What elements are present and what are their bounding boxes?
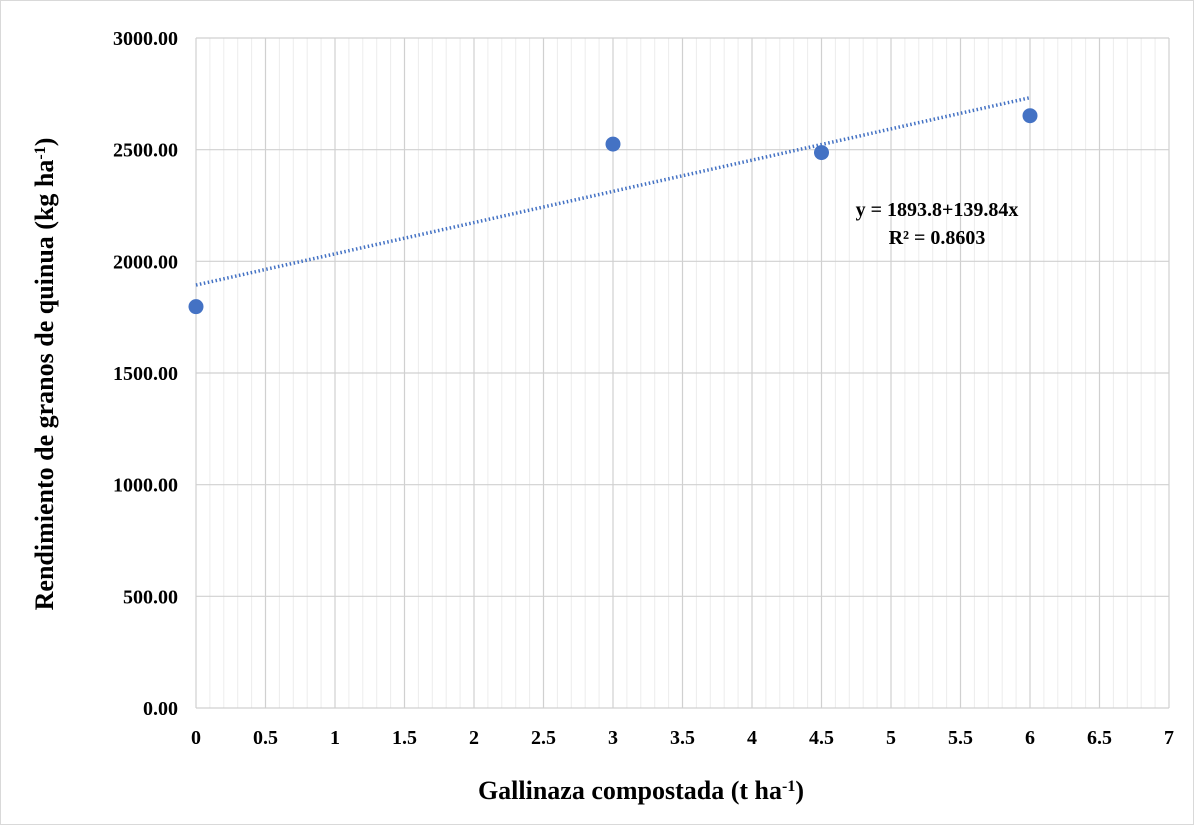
x-tick-label: 3 (608, 727, 618, 749)
data-point (605, 136, 621, 152)
data-point (814, 145, 829, 161)
y-tick-label: 500.00 (123, 586, 178, 608)
y-tick-label: 1000.00 (113, 475, 178, 497)
x-tick-label: 0.5 (253, 727, 278, 749)
y-axis-tick-labels: 0.00 500.00 1000.00 1500.00 2000.00 2500.00 30… (113, 28, 178, 720)
trendline (195, 95, 1031, 287)
x-tick-label: 5 (886, 727, 896, 749)
y-axis-label: Rendimiento de granos de quinua (kg ha-1… (30, 138, 59, 611)
x-tick-label: 1.5 (392, 727, 417, 749)
data-points (188, 108, 1038, 315)
y-tick-label: 1500.00 (113, 363, 178, 385)
x-tick-label: 7 (1164, 727, 1174, 749)
x-tick-label: 2.5 (531, 727, 556, 749)
x-tick-label: 5.5 (948, 727, 973, 749)
x-tick-label: 3.5 (670, 727, 695, 749)
major-gridlines (195, 37, 1170, 709)
y-tick-label: 2500.00 (113, 140, 178, 162)
x-tick-label: 4 (747, 727, 757, 749)
data-point (188, 299, 204, 315)
x-tick-label: 6.5 (1087, 727, 1112, 749)
trendline-equation: y = 1893.8+139.84x (856, 199, 1019, 221)
trendline-r-squared: R² = 0.8603 (889, 227, 986, 249)
x-tick-label: 4.5 (809, 727, 834, 749)
x-axis-label: Gallinaza compostada (t ha-1) (478, 776, 804, 805)
x-axis-tick-labels: 0 0.5 1 1.5 2 2.5 3 3.5 4 4.5 5 5.5 6 6.5 7 (191, 727, 1174, 749)
y-tick-label: 3000.00 (113, 28, 178, 50)
trendline-group (195, 95, 1031, 287)
y-tick-label: 2000.00 (113, 251, 178, 273)
data-point (1022, 108, 1038, 124)
x-tick-label: 1 (330, 727, 340, 749)
x-tick-label: 6 (1025, 727, 1035, 749)
y-tick-label: 0.00 (143, 698, 178, 720)
x-tick-label: 0 (191, 727, 201, 749)
x-tick-label: 2 (469, 727, 479, 749)
